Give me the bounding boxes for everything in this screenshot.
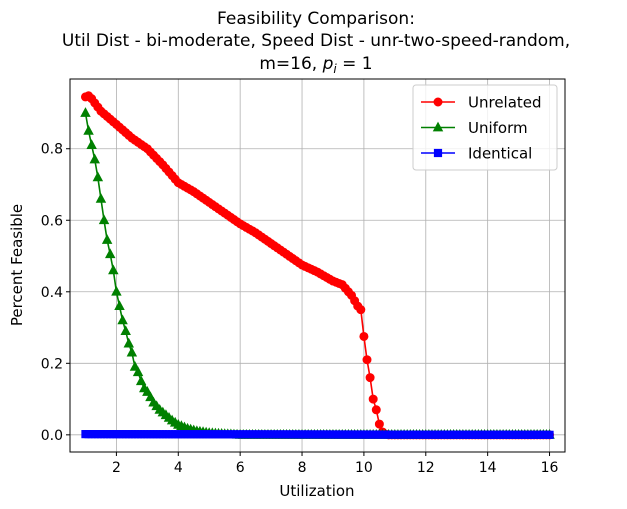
y-tick-label: 0.8 (41, 142, 63, 158)
series-layer (80, 91, 555, 440)
chart-title-line-3-suffix: = 1 (337, 54, 373, 74)
chart-title-line-3-prefix: m=16, (259, 54, 322, 74)
data-point (359, 331, 369, 341)
x-tick-label: 4 (174, 460, 183, 476)
data-point (89, 153, 100, 164)
data-point (545, 430, 554, 439)
data-point (126, 346, 138, 357)
chart-title-line-2: Util Dist - bi-moderate, Speed Dist - un… (62, 31, 570, 51)
data-point (111, 285, 122, 296)
data-point (371, 405, 381, 415)
chart-title-line-3: m=16, pi = 1 (259, 54, 372, 76)
legend-entry-uniform: Uniform (421, 119, 528, 137)
data-point (117, 314, 128, 325)
y-tick-label: 0.0 (41, 428, 63, 444)
data-point (92, 171, 104, 182)
data-point (114, 300, 125, 310)
chart-title-line-3-sub: i (333, 62, 337, 76)
data-point (101, 234, 113, 244)
data-point (108, 264, 119, 275)
y-tick-label: 0.2 (41, 356, 63, 372)
legend-label: Uniform (468, 119, 528, 137)
legend-marker (433, 148, 443, 158)
x-tick-label: 6 (236, 460, 245, 476)
chart-title-line-3-var: p (322, 54, 334, 74)
chart-title-line-1: Feasibility Comparison: (217, 9, 415, 29)
x-axis-label: Utilization (279, 482, 354, 500)
x-tick-label: 2 (112, 460, 121, 476)
data-point (95, 192, 107, 203)
y-axis-label: Percent Feasible (8, 204, 26, 326)
legend-entry-identical: Identical (421, 145, 532, 163)
data-point (356, 305, 366, 315)
data-point (368, 394, 378, 404)
x-tick-label: 14 (479, 460, 497, 476)
data-point (86, 139, 97, 150)
x-tick-label: 12 (417, 460, 435, 476)
legend-label: Unrelated (468, 94, 542, 112)
data-point (132, 366, 144, 377)
legend-label: Identical (468, 145, 532, 163)
plot-frame (69, 78, 566, 453)
x-tick-label: 8 (298, 460, 307, 476)
x-tick-label: 10 (355, 460, 373, 476)
legend-marker (433, 97, 443, 107)
data-point (104, 248, 116, 259)
y-tick-label: 0.6 (41, 213, 63, 229)
ticks: 2 4 6 8 10 12 14 16 0.0 0.2 0.4 0.6 0.8 (41, 142, 559, 476)
data-point (374, 419, 384, 429)
series-identical (81, 430, 554, 439)
legend-box (412, 84, 558, 171)
y-tick-label: 0.4 (41, 285, 63, 301)
data-point (123, 337, 135, 348)
data-point (362, 355, 372, 365)
data-point (80, 107, 91, 117)
x-tick-label: 16 (541, 460, 559, 476)
legend-marker (432, 121, 444, 132)
data-point (83, 124, 94, 135)
legend: Unrelated Uniform Identical (412, 84, 558, 171)
data-point (98, 214, 110, 225)
data-point (135, 375, 147, 386)
data-point (365, 373, 375, 383)
data-point (120, 325, 131, 336)
legend-entry-unrelated: Unrelated (421, 94, 542, 112)
